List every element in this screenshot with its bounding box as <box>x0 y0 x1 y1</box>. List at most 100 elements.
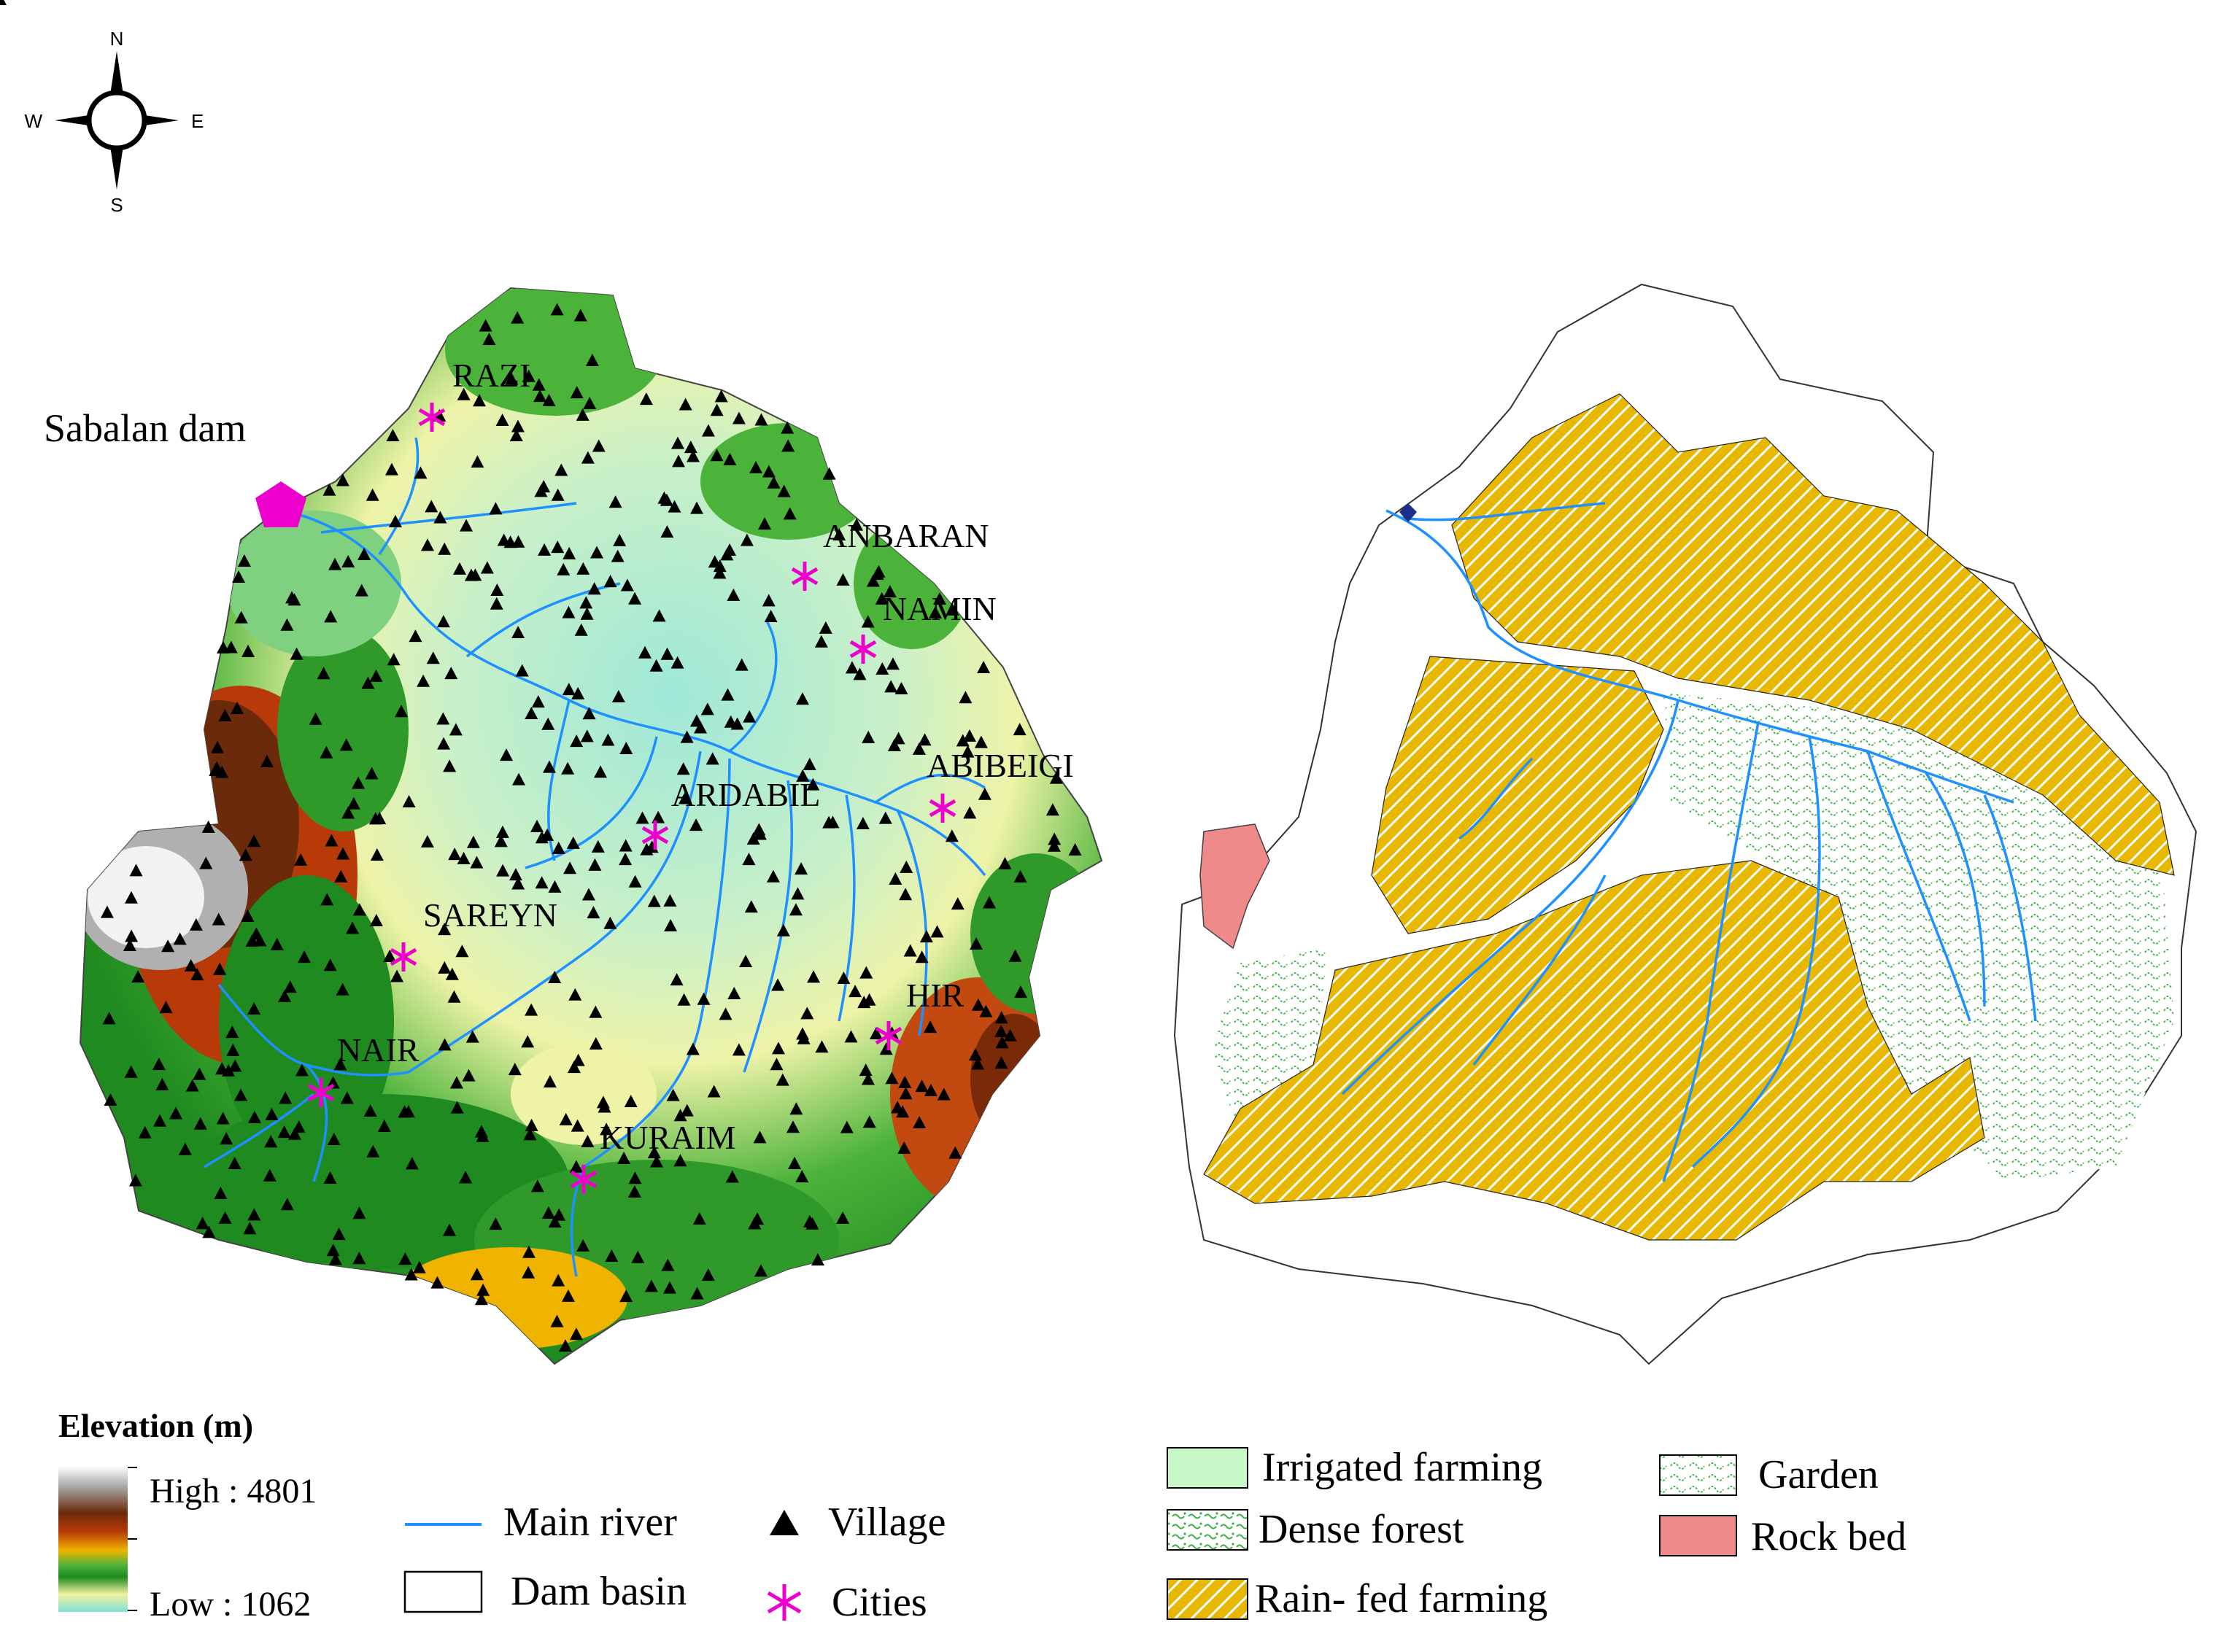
village-marker <box>202 1225 216 1238</box>
village-marker <box>814 635 828 648</box>
city-label: NAIR <box>337 1031 420 1069</box>
village-marker <box>771 1042 785 1055</box>
village-marker <box>511 311 525 324</box>
village-marker <box>948 1146 962 1159</box>
village-marker <box>862 730 875 743</box>
rainfed-area-south <box>1203 860 1985 1241</box>
village-marker <box>706 752 719 765</box>
river-network <box>204 437 986 1277</box>
village-marker <box>548 880 562 893</box>
village-marker <box>919 930 933 943</box>
village-marker <box>161 939 175 953</box>
village-marker <box>425 500 438 513</box>
village-marker <box>673 1154 687 1167</box>
village-marker <box>859 1063 873 1077</box>
rock-bed-swatch <box>1659 1515 1737 1556</box>
village-marker <box>153 1114 167 1127</box>
village-marker <box>903 944 917 957</box>
village-marker <box>694 721 708 734</box>
village-marker <box>521 1035 535 1048</box>
village-marker <box>280 1198 294 1211</box>
village-marker <box>956 734 970 747</box>
village-marker <box>748 1217 762 1230</box>
village-marker <box>576 408 589 421</box>
village-marker <box>971 998 985 1011</box>
village-marker <box>776 923 790 936</box>
village-marker <box>601 733 615 746</box>
village-marker <box>762 594 776 607</box>
village-marker <box>886 657 900 670</box>
village-marker <box>541 828 554 841</box>
village-marker <box>570 386 584 399</box>
village-marker <box>124 891 138 904</box>
village-marker <box>649 659 663 672</box>
village-marker <box>611 690 625 703</box>
village-marker <box>676 762 690 775</box>
village-marker <box>234 610 248 624</box>
village-marker <box>781 421 795 434</box>
village-label: Village <box>828 1500 946 1545</box>
village-marker <box>594 765 608 778</box>
village-marker <box>128 1174 142 1187</box>
village-markers <box>0 0 1082 1352</box>
village-marker <box>561 1289 575 1302</box>
village-marker <box>476 1283 490 1296</box>
village-marker <box>1014 985 1028 998</box>
village-marker <box>708 555 722 568</box>
landuse-dam-marker <box>1399 503 1417 522</box>
village-marker <box>589 1005 603 1018</box>
village-marker <box>753 1131 767 1144</box>
village-marker <box>687 449 700 462</box>
village-marker <box>460 519 473 532</box>
village-marker <box>320 893 334 906</box>
village-marker <box>579 596 593 609</box>
terrain-relief <box>80 288 1102 1349</box>
village-marker <box>193 1117 207 1130</box>
village-marker <box>924 1020 938 1034</box>
village-marker <box>548 1215 562 1228</box>
village-marker <box>412 1260 426 1273</box>
compass-n-label: N <box>110 28 124 50</box>
village-marker <box>832 527 846 540</box>
village-marker <box>862 1115 876 1128</box>
village-marker <box>241 910 255 923</box>
village-marker <box>679 398 692 411</box>
legend-features: Main river Dam basin Village Cities <box>403 1500 946 1625</box>
village-marker <box>339 738 353 751</box>
village-marker <box>753 827 767 840</box>
village-marker <box>436 712 450 725</box>
village-marker <box>509 868 522 881</box>
village-marker <box>341 806 355 819</box>
village-marker <box>215 1062 229 1075</box>
elevation-high-label: High : 4801 <box>150 1472 317 1511</box>
village-marker <box>239 848 252 861</box>
village-marker <box>859 966 873 979</box>
village-marker <box>670 656 684 669</box>
village-marker <box>123 939 136 952</box>
village-marker <box>104 1093 117 1106</box>
village-marker <box>509 429 523 442</box>
village-marker <box>591 839 605 853</box>
village-marker <box>530 1179 544 1193</box>
village-marker <box>438 923 452 936</box>
village-marker <box>241 644 255 657</box>
village-marker <box>253 934 267 947</box>
village-marker <box>692 1211 706 1225</box>
village-marker <box>800 1007 814 1020</box>
village-marker <box>678 791 692 804</box>
village-marker <box>551 540 565 554</box>
village-marker <box>543 1074 557 1087</box>
village-marker <box>875 592 889 605</box>
village-marker <box>701 1268 715 1281</box>
village-marker <box>562 683 576 696</box>
village-marker <box>482 332 496 345</box>
village-marker <box>398 1252 412 1265</box>
village-marker <box>365 767 379 780</box>
village-marker <box>635 811 649 824</box>
village-marker <box>386 429 400 442</box>
village-marker <box>152 1058 166 1071</box>
village-marker <box>710 403 724 416</box>
village-marker <box>332 1228 346 1241</box>
village-marker <box>511 419 525 433</box>
village-marker <box>732 411 746 424</box>
